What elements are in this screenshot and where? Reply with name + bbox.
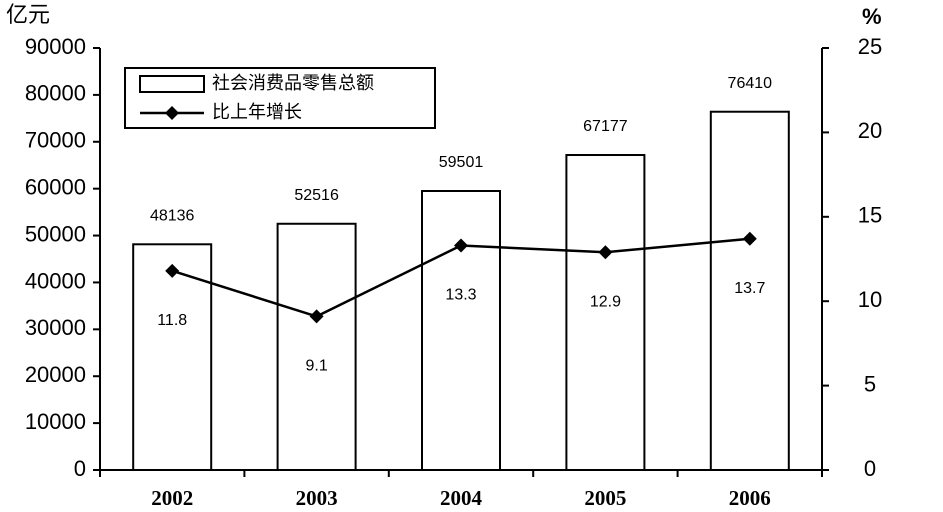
bar — [421, 190, 501, 472]
bar-value-label: 52516 — [294, 187, 339, 204]
y2-tick-label: 15 — [858, 203, 882, 228]
line-value-label: 13.3 — [445, 287, 476, 304]
y-tick-label: 0 — [74, 456, 86, 481]
x-tick-label: 2002 — [151, 486, 193, 510]
bar — [132, 243, 213, 471]
y2-tick-label: 10 — [858, 287, 882, 312]
x-tick-label: 2004 — [440, 486, 483, 510]
line-marker — [309, 309, 324, 324]
y-tick-label: 50000 — [25, 221, 86, 246]
x-tick-label: 2005 — [584, 486, 626, 510]
legend-marker — [165, 106, 179, 120]
y2-tick-label: 5 — [864, 371, 876, 396]
line-marker — [742, 231, 757, 246]
y2-tick-label: 20 — [858, 118, 882, 143]
y-tick-label: 20000 — [25, 362, 86, 387]
legend-label: 比上年增长 — [212, 102, 302, 122]
bar — [565, 154, 646, 471]
y-tick-label: 10000 — [25, 409, 86, 434]
x-tick-label: 2006 — [729, 486, 771, 510]
bar-value-label: 59501 — [439, 154, 484, 171]
y-tick-label: 30000 — [25, 315, 86, 340]
y-tick-label: 90000 — [25, 34, 86, 59]
line-value-label: 12.9 — [590, 293, 621, 310]
y-tick-label: 70000 — [25, 128, 86, 153]
bar — [276, 222, 357, 471]
line-value-label: 11.8 — [157, 312, 187, 329]
line-marker — [454, 238, 468, 253]
legend-swatch — [139, 75, 205, 93]
y-tick-label: 60000 — [25, 174, 86, 199]
y-tick-label: 80000 — [25, 81, 86, 106]
line-value-label: 9.1 — [305, 358, 327, 375]
y-tick-label: 40000 — [25, 268, 86, 293]
bar-value-label: 67177 — [583, 118, 628, 135]
y-axis-label: 亿元 — [6, 2, 50, 27]
line-marker — [598, 245, 613, 260]
line-marker — [165, 263, 180, 278]
bar-value-label: 76410 — [728, 75, 773, 92]
bar — [709, 110, 790, 472]
y2-axis-label: % — [862, 4, 882, 29]
y2-tick-label: 25 — [858, 34, 882, 59]
line-value-label: 13.7 — [734, 280, 765, 297]
bar-value-label: 48136 — [150, 208, 195, 225]
legend-label: 社会消费品零售总额 — [212, 73, 374, 93]
x-tick-label: 2003 — [296, 486, 338, 510]
y2-tick-label: 0 — [864, 456, 876, 481]
